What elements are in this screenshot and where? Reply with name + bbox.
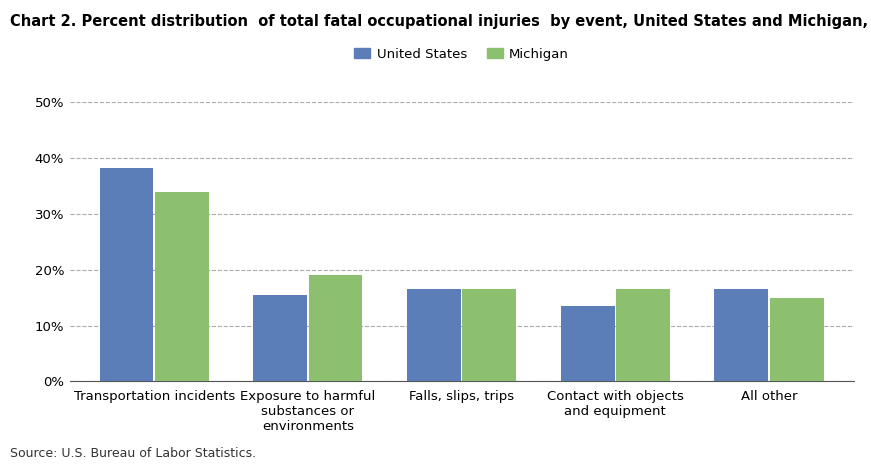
- Bar: [561, 306, 615, 381]
- Bar: [155, 192, 209, 381]
- Bar: [770, 298, 824, 381]
- Bar: [714, 289, 768, 381]
- Text: Chart 2. Percent distribution  of total fatal occupational injuries  by event, U: Chart 2. Percent distribution of total f…: [10, 14, 871, 29]
- Bar: [463, 289, 517, 381]
- Bar: [308, 275, 362, 381]
- Bar: [407, 289, 461, 381]
- Text: Source: U.S. Bureau of Labor Statistics.: Source: U.S. Bureau of Labor Statistics.: [10, 447, 257, 460]
- Bar: [253, 295, 307, 381]
- Bar: [616, 289, 670, 381]
- Bar: [99, 168, 153, 381]
- Legend: United States, Michigan: United States, Michigan: [354, 47, 569, 60]
